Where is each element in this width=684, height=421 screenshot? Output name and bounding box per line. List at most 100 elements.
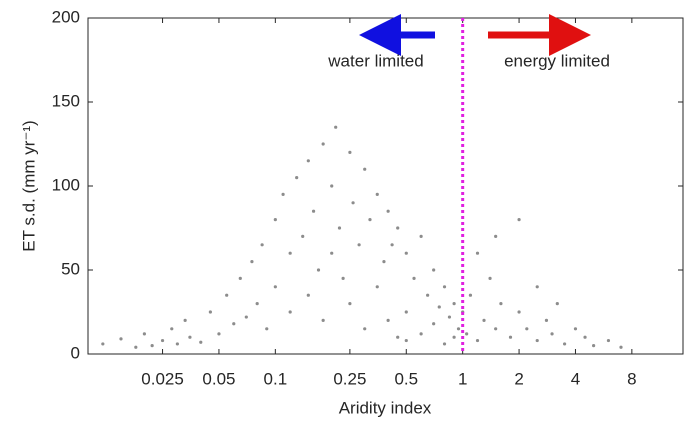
point <box>357 243 361 247</box>
point <box>517 310 521 314</box>
point <box>273 285 277 289</box>
point <box>412 276 416 280</box>
point <box>404 338 408 343</box>
point <box>260 243 264 247</box>
point <box>348 150 352 154</box>
point <box>396 226 400 230</box>
point <box>432 322 436 326</box>
point <box>175 342 179 346</box>
y-tick-label: 150 <box>52 91 80 110</box>
point <box>316 268 321 272</box>
point <box>321 318 325 322</box>
point <box>288 251 292 255</box>
point <box>404 310 408 314</box>
point <box>475 251 480 255</box>
point <box>170 327 174 331</box>
point <box>482 318 486 322</box>
point <box>334 125 338 129</box>
point <box>301 234 305 238</box>
point <box>183 318 187 322</box>
point <box>535 285 539 289</box>
point <box>244 315 248 319</box>
y-tick-label: 200 <box>52 7 80 26</box>
point <box>232 322 236 326</box>
point <box>452 302 456 306</box>
point <box>281 192 285 196</box>
point <box>606 338 611 343</box>
point <box>419 332 423 336</box>
point <box>306 159 310 163</box>
point <box>311 209 316 213</box>
point <box>432 268 436 272</box>
point <box>134 345 138 349</box>
point <box>250 260 254 264</box>
x-tick-label: 0.025 <box>141 369 184 388</box>
point <box>295 176 299 180</box>
point <box>386 209 390 213</box>
point <box>337 226 342 230</box>
point <box>465 332 469 336</box>
point <box>508 335 513 339</box>
annotation: energy limited <box>504 51 610 70</box>
point <box>217 332 221 336</box>
point <box>494 327 498 331</box>
point <box>199 340 203 344</box>
annotation: water limited <box>327 51 423 70</box>
point <box>456 327 461 331</box>
point <box>404 251 408 255</box>
x-axis-label: Aridity index <box>339 398 432 417</box>
point <box>386 318 390 322</box>
point <box>544 318 549 322</box>
point <box>562 342 567 346</box>
point <box>255 302 259 306</box>
x-tick-label: 4 <box>571 369 580 388</box>
x-tick-label: 0.1 <box>264 369 288 388</box>
point <box>150 344 154 348</box>
point <box>119 337 123 341</box>
point <box>475 338 480 343</box>
point <box>375 192 379 196</box>
point <box>550 332 554 336</box>
point <box>265 327 269 331</box>
point <box>390 243 394 247</box>
point <box>382 260 386 264</box>
point <box>535 338 539 343</box>
point <box>330 251 334 255</box>
point <box>273 218 277 222</box>
x-tick-label: 8 <box>627 369 636 388</box>
point <box>363 327 367 331</box>
point <box>160 338 165 343</box>
y-tick-label: 50 <box>61 259 80 278</box>
point <box>442 285 447 289</box>
y-tick-label: 0 <box>71 343 80 362</box>
point <box>592 344 596 348</box>
point <box>321 142 325 146</box>
point <box>188 335 192 339</box>
point <box>468 293 473 297</box>
point <box>225 293 229 297</box>
point <box>363 167 367 171</box>
point <box>573 327 578 331</box>
point <box>306 293 310 297</box>
point <box>375 285 379 289</box>
point <box>341 276 345 280</box>
point <box>426 293 430 297</box>
point <box>437 305 441 309</box>
point <box>348 302 352 306</box>
point <box>583 335 587 339</box>
x-tick-label: 2 <box>514 369 523 388</box>
point <box>368 218 372 222</box>
point <box>101 342 105 346</box>
point <box>517 218 521 222</box>
y-tick-label: 100 <box>52 175 80 194</box>
point <box>208 310 212 314</box>
point <box>442 342 447 346</box>
point <box>419 234 423 238</box>
point <box>288 310 292 314</box>
points <box>101 125 623 349</box>
point <box>494 234 498 238</box>
point <box>488 276 492 280</box>
point <box>396 335 400 339</box>
point <box>142 332 146 336</box>
